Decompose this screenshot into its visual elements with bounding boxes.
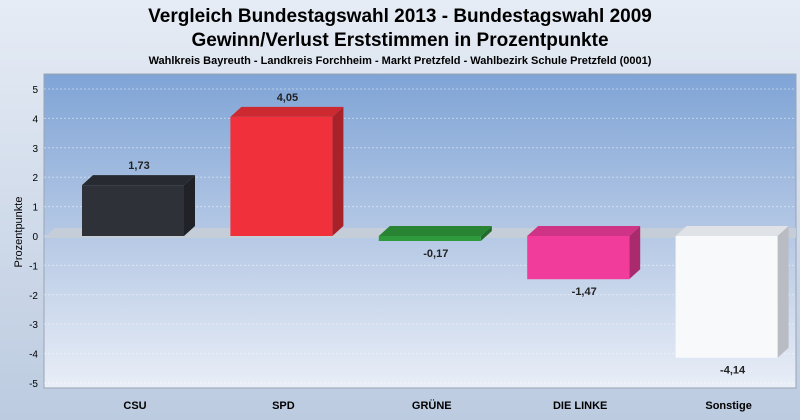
bars xyxy=(82,106,789,358)
bar-side xyxy=(184,175,195,236)
data-label: 4,05 xyxy=(277,92,298,104)
y-tick-label: -4 xyxy=(29,350,38,361)
y-tick-label: -5 xyxy=(29,379,38,390)
y-tick-label: 1 xyxy=(32,203,38,214)
y-axis-label: Prozentpunkte xyxy=(13,197,25,268)
chart-subtitle-region: Wahlkreis Bayreuth - Landkreis Forchheim… xyxy=(149,55,652,67)
data-label: -4,14 xyxy=(720,365,746,377)
category-label: CSU xyxy=(123,400,146,412)
bar-front xyxy=(675,236,778,358)
y-tick-label: 4 xyxy=(32,114,38,125)
bar-sonstige xyxy=(675,226,789,358)
category-label: GRÜNE xyxy=(412,399,452,412)
y-tick-label: 5 xyxy=(32,85,38,96)
bar-top xyxy=(230,106,344,117)
bar-top xyxy=(527,226,641,236)
bar-side xyxy=(480,226,492,241)
y-tick-label: -2 xyxy=(29,291,38,302)
bar-front xyxy=(378,236,481,241)
y-tick-label: 2 xyxy=(32,173,38,184)
bar-front xyxy=(82,185,184,236)
chart-subtitle: Gewinn/Verlust Erststimmen in Prozentpun… xyxy=(191,30,608,51)
bar-top xyxy=(378,226,492,236)
bar-side xyxy=(332,106,344,237)
category-label: DIE LINKE xyxy=(553,400,607,412)
category-label: SPD xyxy=(272,400,295,412)
y-tick-label: -3 xyxy=(29,320,38,331)
y-tick-label: 3 xyxy=(32,144,38,155)
y-tick-label: 0 xyxy=(32,232,38,243)
bar-csu xyxy=(82,175,195,236)
y-tick-label: -1 xyxy=(29,261,38,272)
category-label: Sonstige xyxy=(705,400,751,412)
bar-front xyxy=(527,236,630,280)
bar-gr-ne xyxy=(378,226,492,241)
data-labels: 1,73 4,05 -0,17 -1,47 -4,14 xyxy=(128,92,746,377)
y-axis-ticks: 5 4 3 2 1 0 -1 -2 -3 -4 -5 xyxy=(29,85,38,390)
data-label: 1,73 xyxy=(128,160,149,172)
bar-die-linke xyxy=(527,226,641,280)
bar-side xyxy=(629,226,641,280)
bar-front xyxy=(230,116,333,236)
bar-top xyxy=(82,175,195,186)
bar-side xyxy=(777,226,789,358)
data-label: -1,47 xyxy=(572,286,597,298)
data-label: -0,17 xyxy=(423,248,448,260)
bar-spd xyxy=(230,106,344,237)
category-labels: CSU SPD GRÜNE DIE LINKE Sonstige xyxy=(123,399,751,412)
chart-title: Vergleich Bundestagswahl 2013 - Bundesta… xyxy=(148,6,652,27)
bar-top xyxy=(675,226,789,236)
